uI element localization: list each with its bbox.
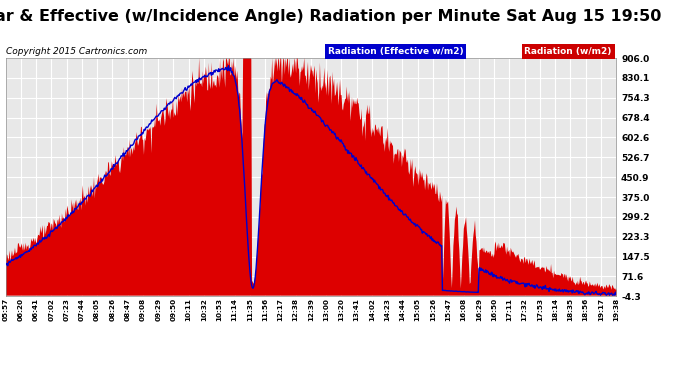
Text: Solar & Effective (w/Incidence Angle) Radiation per Minute Sat Aug 15 19:50: Solar & Effective (w/Incidence Angle) Ra… bbox=[0, 9, 661, 24]
Text: Radiation (Effective w/m2): Radiation (Effective w/m2) bbox=[328, 47, 464, 56]
Text: Copyright 2015 Cartronics.com: Copyright 2015 Cartronics.com bbox=[6, 47, 147, 56]
Text: Radiation (w/m2): Radiation (w/m2) bbox=[524, 47, 612, 56]
